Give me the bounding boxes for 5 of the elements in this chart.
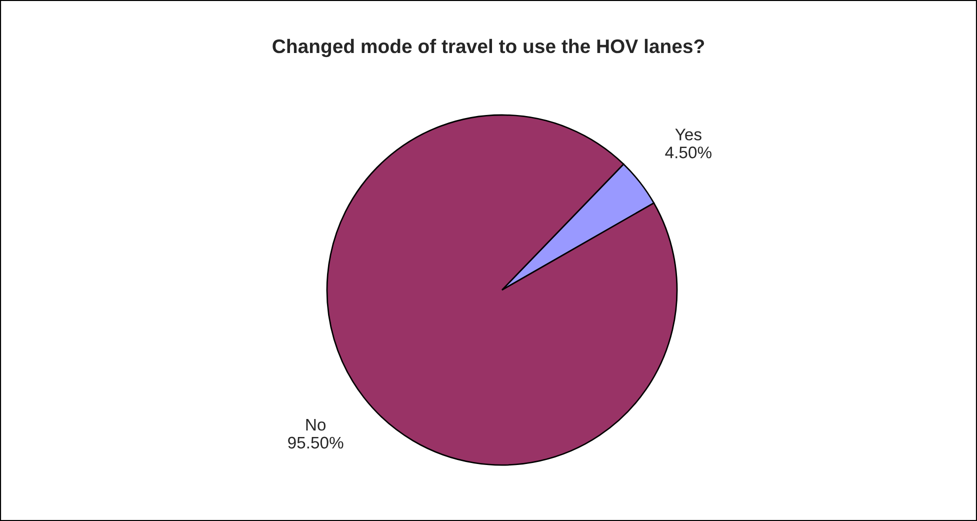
data-label: 95.50% [288,436,344,449]
chart-title: Changed mode of travel to use the HOV lanes? [272,38,704,58]
slice-label: Yes [675,128,702,140]
slice-label: No [306,418,326,431]
data-label: 4.50% [665,146,712,158]
